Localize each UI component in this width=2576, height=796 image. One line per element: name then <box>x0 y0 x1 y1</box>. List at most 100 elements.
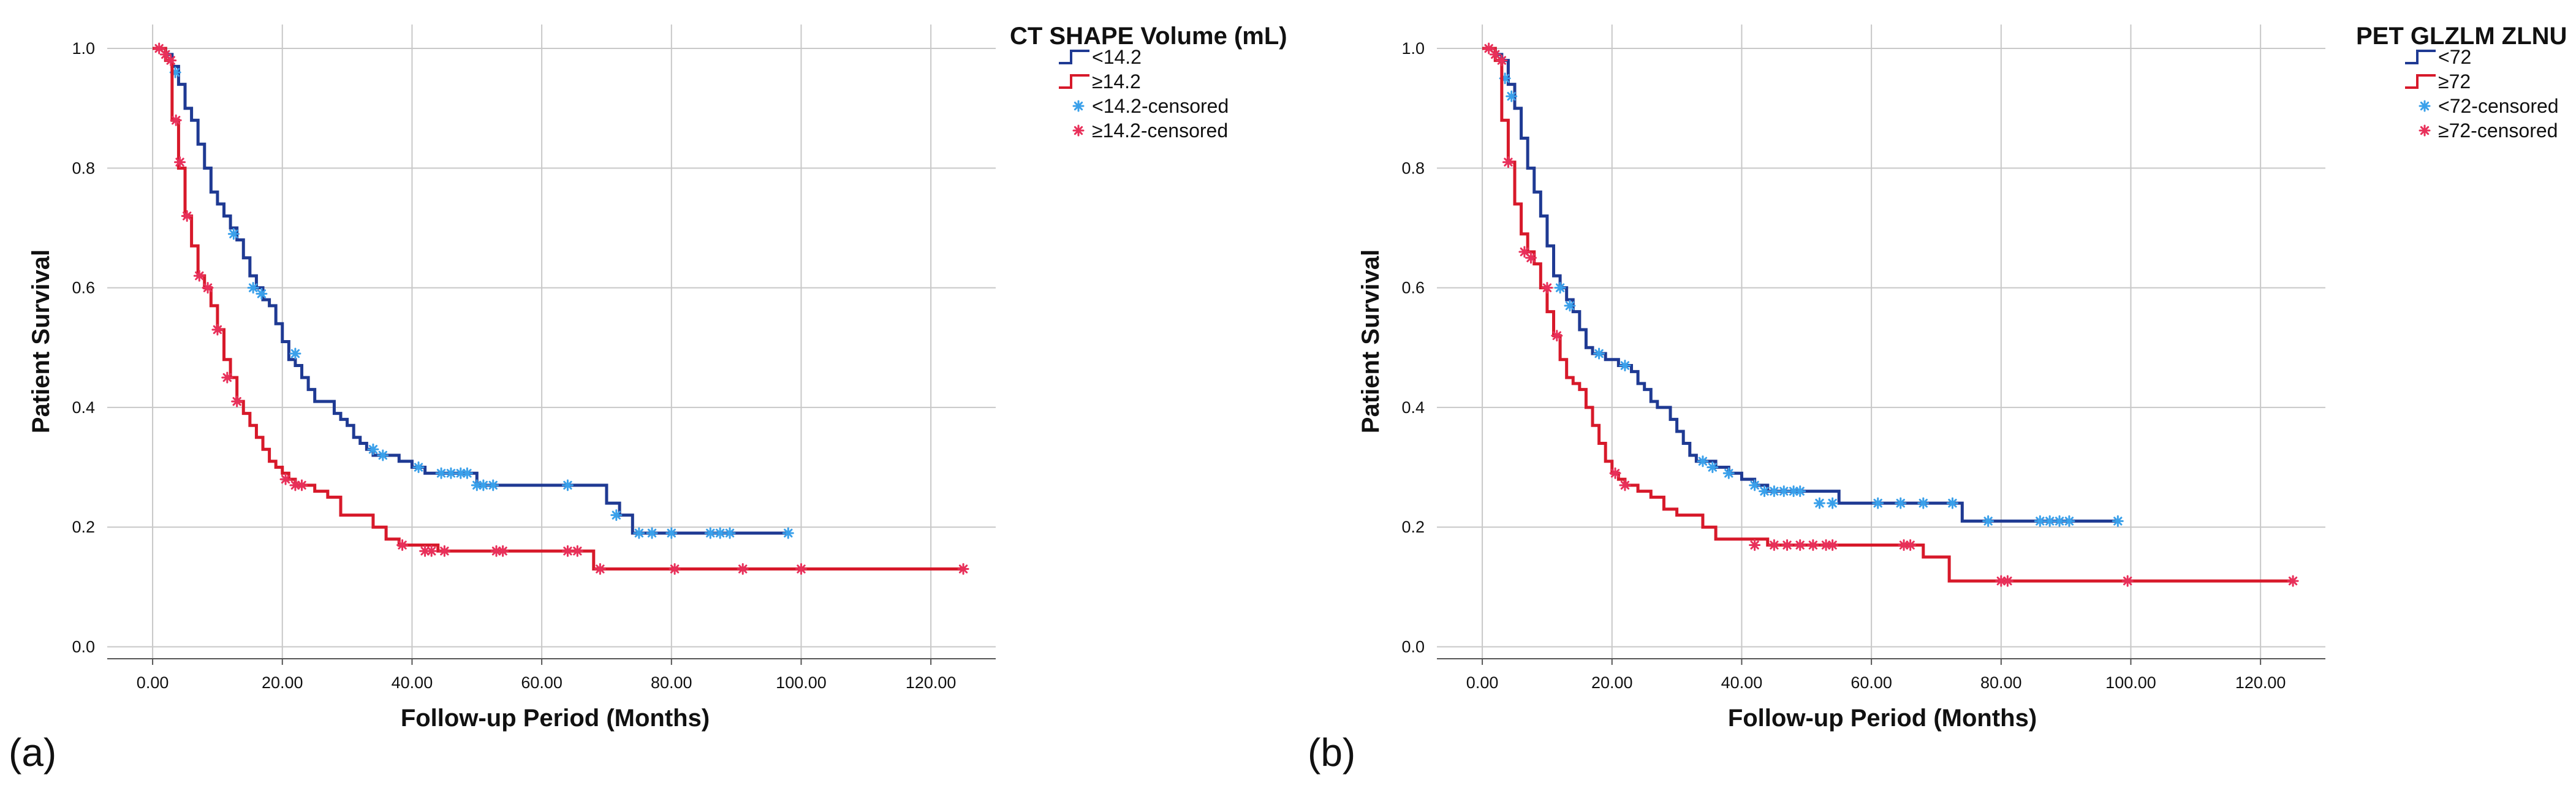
panel-a-series-high-legend-swatch <box>1059 74 1089 89</box>
panel-a-series-high-censored-mark <box>957 563 969 575</box>
panel-a-series-high-censored-mark <box>279 473 292 485</box>
panel-b-series-low-censored-mark <box>1749 479 1761 491</box>
panel-a-series-high-censored-mark <box>170 114 182 126</box>
panel-a-gridlines <box>107 25 996 659</box>
panel-b-series-high-censored-mark <box>1781 539 1794 551</box>
panel-b-x-tick-label: 0.00 <box>1466 673 1499 692</box>
panel-a-series-high-censored-mark <box>737 563 749 575</box>
panel-a-x-tick-label: 20.00 <box>262 673 303 692</box>
panel-a-x-tick-label: 80.00 <box>651 673 692 692</box>
panel-a-series-low-censored-marks <box>169 66 794 539</box>
panel-b-series-low-legend-censored-glyph <box>2419 100 2431 112</box>
panel-b-series-low-censored-mark <box>2034 515 2046 527</box>
panel-b-series-high-legend-swatch <box>2405 74 2436 89</box>
panel-b-x-tick-label: 40.00 <box>1721 673 1763 692</box>
panel-b-y-tick-label: 1.0 <box>1401 39 1425 58</box>
panel-b-series-high-legend-label: ≥72 <box>2438 70 2471 93</box>
panel-a-series-high-censored-mark <box>211 324 224 336</box>
panel-b-series-high-legend-line-entry: ≥72 <box>2405 70 2471 93</box>
panel-a-series-low-censored-mark <box>461 467 473 479</box>
panel-a: (a) Follow-up Period (Months) Patient Su… <box>9 23 1287 775</box>
panel-a-series-high-censored-mark <box>425 545 438 557</box>
panel-b-series-low-censored-mark <box>1554 282 1566 294</box>
panel-b-series-high-censored-mark <box>1496 55 1508 67</box>
panel-a-y-tick-label: 0.6 <box>72 279 95 297</box>
panel-b-y-axis-title: Patient Survival <box>1357 249 1384 433</box>
panel-a-series-high-censored-mark <box>594 563 606 575</box>
panel-b-x-tick-label: 100.00 <box>2105 673 2156 692</box>
panel-b-series-low-censored-mark <box>1982 515 1995 527</box>
panel-a-series-low-censored-mark <box>367 443 379 455</box>
panel-a-series-low-censored-mark <box>782 527 794 539</box>
panel-b-series-low-curve <box>1482 47 2118 523</box>
panel-b-series-high-censored-mark <box>2121 575 2134 587</box>
panel-a-x-tick-label: 60.00 <box>521 673 563 692</box>
panel-b-x-tick-label: 20.00 <box>1591 673 1633 692</box>
panel-b-series-low-censored-mark <box>1619 360 1631 372</box>
panel-b-series-low-censored-mark <box>1506 90 1518 102</box>
panel-a-series-high-censored-mark <box>438 545 450 557</box>
panel-a-series-high-censored-mark <box>571 545 583 557</box>
panel-b-y-tick-label: 0.0 <box>1401 637 1425 656</box>
panel-a-y-tick-label: 0.8 <box>72 159 95 177</box>
panel-b-series-low-censored-mark <box>1946 497 1958 509</box>
panel-a-series-low-censored-mark <box>256 287 268 300</box>
panel-b-series-low-censored-mark <box>1697 455 1709 468</box>
panel-a-series-low-censored-mark <box>724 527 736 539</box>
panel-b-x-tick-label: 60.00 <box>1851 673 1892 692</box>
panel-b-series-low-legend-censored-entry: <72-censored <box>2419 95 2559 117</box>
panel-b-series-high-censored-mark <box>1619 479 1631 491</box>
panel-a-series-low-censored-mark <box>665 527 678 539</box>
panel-a-series-low-censored-mark <box>714 527 726 539</box>
panel-a-series-low-censored-mark <box>561 479 574 491</box>
panel-b-axes: 0.00 20.00 40.00 60.00 80.00 100.00 120.00 0.0 0… <box>1401 39 2325 692</box>
panel-b-series-low-censored-mark <box>2044 515 2056 527</box>
panel-a-series-low-censored-mark <box>377 449 389 461</box>
panel-a-series-low-censored-mark <box>646 527 658 539</box>
panel-a-series-low-censored-mark <box>487 479 499 491</box>
panel-b-series-high-censored-mark <box>1749 539 1761 551</box>
panel-b-series-high-censored-mark <box>1502 156 1514 169</box>
panel-b-legend-title: PET GLZLM ZLNU <box>2356 23 2567 50</box>
panel-a-series-high-censored-mark <box>174 156 186 169</box>
panel-b-series-high-censored-mark <box>1794 539 1806 551</box>
panel-a-x-tick-label: 120.00 <box>906 673 957 692</box>
panel-b-series-low-censored-mark <box>1827 497 1839 509</box>
panel-b-series-high-censored-mark <box>2001 575 2013 587</box>
panel-b-series-high-censored-mark <box>1995 575 2007 587</box>
panel-a-series-high-censored-mark <box>296 479 308 491</box>
panel-a-series-high-legend-line-entry: ≥14.2 <box>1059 70 1141 93</box>
panel-a-series-low-censored-mark <box>455 467 467 479</box>
panel-b-series-high-censored-mark <box>1489 48 1501 61</box>
panel-b-series-low-censored-mark <box>1768 485 1780 498</box>
panel-a-series-low-censored-mark <box>445 467 457 479</box>
panel-b-series-low-legend-censored-label: <72-censored <box>2438 95 2559 117</box>
panel-a-series-low-legend-censored-glyph <box>1072 100 1085 112</box>
panel-b-series-low-legend-swatch <box>2405 50 2436 64</box>
panel-b-series-low-censored-mark <box>1707 461 1719 474</box>
panel-a-series-high-curve <box>153 47 964 571</box>
panel-b-series-low-censored-mark <box>1895 497 1907 509</box>
panel-a-x-axis-title: Follow-up Period (Months) <box>401 705 710 732</box>
panel-a-x-tick-label: 40.00 <box>392 673 433 692</box>
panel-a-series-low-legend-swatch <box>1059 50 1089 64</box>
panel-a-series-high-legend-censored-entry: ≥14.2-censored <box>1072 119 1228 142</box>
panel-b-y-tick-label: 0.4 <box>1401 398 1425 417</box>
panel-a-axes: 0.00 20.00 40.00 60.00 80.00 100.00 120.00 0.0 0… <box>72 39 996 692</box>
panel-b-series-high-censored-mark <box>1768 539 1780 551</box>
panel-b-y-tick-label: 0.8 <box>1401 159 1425 177</box>
panel-b-series-high-legend-censored-glyph <box>2419 124 2431 137</box>
panel-b-series-low-censored-marks <box>1499 72 2124 527</box>
panel-a-series-high-censored-mark <box>202 282 214 294</box>
panel-a-series-high-legend-censored-glyph <box>1072 124 1085 137</box>
panel-b-x-tick-label: 80.00 <box>1980 673 2022 692</box>
panel-a-series-high-censored-mark <box>221 371 233 384</box>
panel-a-series-low-curve <box>153 47 789 535</box>
panel-b-series-high-censored-mark <box>1609 467 1621 479</box>
panel-a-series-high-censored-mark <box>165 55 177 67</box>
panel-b-series-low-censored-mark <box>1758 485 1770 498</box>
panel-a-series-low-legend-line-entry: <14.2 <box>1059 46 1142 68</box>
panel-b-series-high-censored-mark <box>1827 539 1839 551</box>
panel-a-x-tick-label: 0.00 <box>137 673 169 692</box>
panel-b-x-tick-label: 120.00 <box>2235 673 2286 692</box>
